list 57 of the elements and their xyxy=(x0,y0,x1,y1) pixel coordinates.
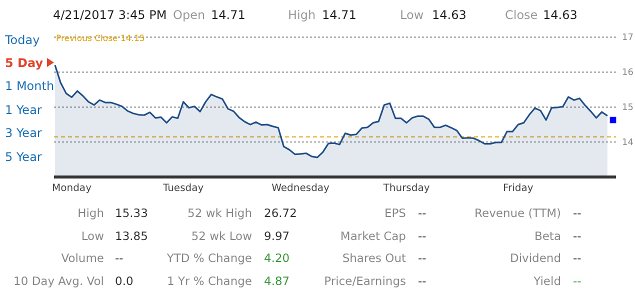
text: 14.63 xyxy=(432,8,466,22)
text: 9.97 xyxy=(264,229,290,243)
ref-line-label: Previous Close 14.15 xyxy=(56,34,145,44)
text: 10 Day Avg. Vol xyxy=(14,274,104,288)
text: -- xyxy=(573,251,582,265)
chart-title: 4/21/2017 3:45 PM xyxy=(53,8,167,22)
text: -- xyxy=(418,206,426,220)
text: 3 Year xyxy=(5,126,42,140)
text: Volume xyxy=(61,251,104,265)
text: 14.71 xyxy=(322,8,356,22)
text: 5 Year xyxy=(5,150,42,164)
x-tick-label: Tuesday xyxy=(162,183,204,194)
y-tick-label: 14 xyxy=(622,138,634,148)
text: -- xyxy=(418,251,426,265)
text: 13.85 xyxy=(115,229,148,243)
text: 15.33 xyxy=(115,206,148,220)
text: Close xyxy=(505,8,538,22)
text: YTD % Change xyxy=(166,251,252,265)
text: Today xyxy=(4,33,40,47)
x-tick-label: Thursday xyxy=(382,183,430,194)
text: Open xyxy=(173,8,206,22)
text: 4.20 xyxy=(264,251,290,265)
text: -- xyxy=(418,229,426,243)
text: -- xyxy=(573,206,582,220)
text: -- xyxy=(418,274,426,288)
text: Low xyxy=(400,8,424,22)
text: -- xyxy=(115,251,124,265)
text: 52 wk High xyxy=(188,206,252,220)
text: 1 Year xyxy=(5,103,42,117)
text: Shares Out xyxy=(342,251,406,265)
x-tick-label: Monday xyxy=(52,183,92,194)
text: 4.87 xyxy=(264,274,290,288)
text: Market Cap xyxy=(340,229,406,243)
text: Dividend xyxy=(510,251,561,265)
text: 1 Yr % Change xyxy=(167,274,252,288)
y-tick-label: 17 xyxy=(622,32,634,43)
text: 26.72 xyxy=(264,206,297,220)
text: Price/Earnings xyxy=(324,274,406,288)
text: EPS xyxy=(384,206,406,220)
x-tick-label: Wednesday xyxy=(272,183,330,194)
x-tick-label: Friday xyxy=(502,183,534,194)
text: High xyxy=(288,8,316,22)
text: 14.71 xyxy=(211,8,246,22)
text: -- xyxy=(573,229,582,243)
text: High xyxy=(78,206,104,220)
text: 0.0 xyxy=(115,274,134,288)
y-tick-label: 16 xyxy=(622,68,634,78)
annotation: 1 Month xyxy=(5,79,54,93)
text: 52 wk Low xyxy=(191,229,252,243)
text: 5 Day xyxy=(5,56,44,70)
text: 14.63 xyxy=(543,8,578,22)
text: Low xyxy=(81,229,104,243)
text: -- xyxy=(573,274,582,288)
y-tick-label: 15 xyxy=(622,102,634,113)
text: Yield xyxy=(532,274,561,288)
text: Revenue (TTM) xyxy=(474,206,561,220)
text: Beta xyxy=(534,229,561,243)
